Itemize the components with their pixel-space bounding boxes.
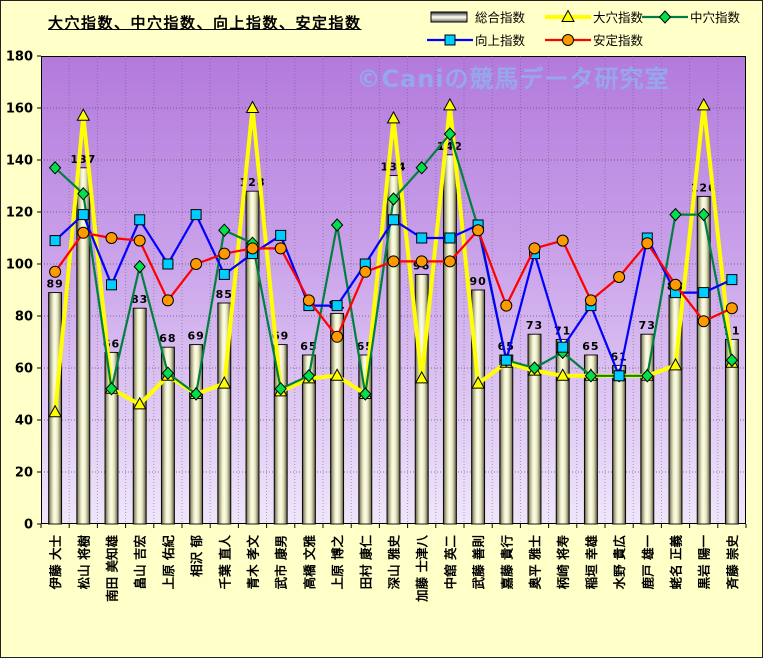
y-axis: 0 20 40 60 80 100 120 140 160 180 bbox=[6, 50, 41, 533]
svg-text:20: 20 bbox=[15, 466, 33, 481]
bar bbox=[189, 344, 204, 525]
legend-item-midshot-index: 中穴指数 bbox=[642, 7, 740, 26]
bar bbox=[640, 333, 655, 525]
svg-text:0: 0 bbox=[24, 518, 33, 533]
category-label: 斉藤 崇史 bbox=[725, 535, 740, 590]
bar-value-label: 134 bbox=[381, 161, 407, 174]
category-label: 南田 美知雄 bbox=[105, 535, 120, 602]
bar-value-label: 65 bbox=[300, 340, 317, 353]
bar bbox=[160, 346, 175, 525]
category-label: 相沢 郁 bbox=[189, 535, 204, 577]
chart-title: 大穴指数、中穴指数、向上指数、安定指数 bbox=[48, 14, 362, 32]
svg-text:140: 140 bbox=[6, 154, 33, 169]
category-label: 千葉 直人 bbox=[217, 535, 232, 590]
svg-text:180: 180 bbox=[6, 50, 33, 65]
bar-value-label: 68 bbox=[159, 332, 176, 345]
category-label: 加藤 士津八 bbox=[415, 535, 430, 603]
legend-label: 中穴指数 bbox=[690, 10, 741, 25]
bar bbox=[555, 338, 570, 525]
category-label: 伊藤 大士 bbox=[48, 535, 63, 591]
category-label: 畠山 吉宏 bbox=[133, 535, 148, 589]
bar bbox=[330, 312, 345, 525]
legend-label: 安定指数 bbox=[593, 33, 644, 48]
category-label: 武藤 善則 bbox=[471, 535, 486, 589]
legend-marker-circle-icon bbox=[545, 33, 591, 46]
bar-value-label: 69 bbox=[187, 330, 204, 343]
svg-text:160: 160 bbox=[6, 102, 33, 117]
svg-text:120: 120 bbox=[6, 206, 33, 221]
category-label: 稲垣 幸雄 bbox=[584, 535, 599, 590]
bar bbox=[76, 167, 91, 525]
category-label: 鹿戸 雄一 bbox=[640, 535, 655, 590]
bar bbox=[442, 154, 457, 525]
category-label: 武市 康男 bbox=[274, 535, 289, 589]
x-axis-labels: 伊藤 大士 松山 将樹 南田 美知雄 畠山 吉宏 上原 佑紀 相沢 郁千葉 直人 青木 孝文… bbox=[48, 535, 740, 603]
bar bbox=[499, 354, 514, 525]
legend-marker-square-icon bbox=[427, 34, 473, 45]
bar bbox=[104, 351, 119, 525]
legend-label: 大穴指数 bbox=[593, 10, 644, 25]
category-label: 嘉藤 貴行 bbox=[499, 535, 514, 591]
bar-value-label: 73 bbox=[526, 319, 543, 332]
legend-item-improvement-index: 向上指数 bbox=[427, 30, 525, 49]
category-label: 蛯名 正義 bbox=[669, 535, 684, 590]
svg-text:40: 40 bbox=[15, 414, 33, 429]
category-label: 深山 雅史 bbox=[387, 535, 402, 590]
x-axis-ticks bbox=[40, 524, 747, 528]
legend-marker-triangle-icon bbox=[545, 8, 591, 22]
legend-label: 総合指数 bbox=[475, 10, 526, 25]
bar-value-label: 137 bbox=[70, 153, 96, 166]
bar bbox=[612, 364, 627, 525]
bar-value-label: 65 bbox=[498, 340, 515, 353]
bar bbox=[301, 354, 316, 525]
category-label: 奥平 雅士 bbox=[528, 535, 543, 590]
legend-item-stability-index: 安定指数 bbox=[545, 30, 643, 49]
bar-value-label: 90 bbox=[469, 275, 486, 288]
bar bbox=[414, 273, 429, 525]
bar-value-label: 83 bbox=[131, 293, 148, 306]
svg-text:60: 60 bbox=[15, 362, 33, 377]
category-label: 中舘 英二 bbox=[443, 535, 458, 590]
category-label: 黒岩 陽一 bbox=[697, 535, 712, 590]
category-label: 上原 佑紀 bbox=[161, 535, 176, 590]
legend: 総合指数 大穴指数 中穴指数向上指数 安定指数 bbox=[1, 1, 762, 51]
bar-value-label: 65 bbox=[582, 340, 599, 353]
category-label: 松山 将樹 bbox=[76, 535, 91, 590]
category-label: 上原 博之 bbox=[330, 535, 345, 590]
svg-text:80: 80 bbox=[15, 310, 33, 325]
bar bbox=[527, 333, 542, 525]
bar bbox=[245, 190, 260, 525]
legend-marker-bar-icon bbox=[430, 11, 468, 22]
bar bbox=[583, 354, 598, 525]
line-series-stability-index bbox=[49, 224, 738, 343]
category-label: 柄崎 将寿 bbox=[556, 535, 571, 590]
legend-marker-diamond-icon bbox=[642, 9, 688, 24]
bar-value-label: 73 bbox=[639, 319, 656, 332]
category-label: 高橋 文雅 bbox=[302, 535, 317, 590]
category-label: 田村 康仁 bbox=[358, 535, 373, 590]
bar bbox=[132, 307, 147, 525]
legend-item-longshot-index: 大穴指数 bbox=[545, 7, 643, 26]
bar-value-label: 89 bbox=[46, 278, 63, 291]
category-label: 水野 貴広 bbox=[612, 535, 627, 590]
bar-value-label: 85 bbox=[216, 288, 233, 301]
watermark: ©Caniの競馬データ研究室 bbox=[356, 65, 669, 93]
category-label: 青木 孝文 bbox=[246, 535, 261, 590]
legend-label: 向上指数 bbox=[475, 33, 526, 48]
bar bbox=[696, 195, 711, 525]
bar bbox=[724, 338, 739, 525]
svg-text:100: 100 bbox=[6, 258, 33, 273]
legend-item-total-index: 総合指数 bbox=[427, 7, 525, 26]
